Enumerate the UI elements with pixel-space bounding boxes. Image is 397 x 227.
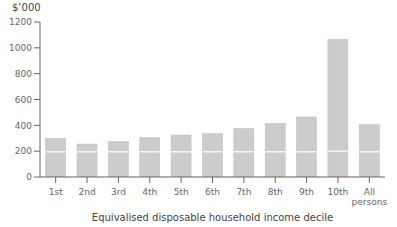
svg-text:2nd: 2nd — [78, 187, 95, 197]
html-text:$’000: $’000 — [12, 2, 41, 13]
svg-text:1200: 1200 — [9, 17, 32, 27]
svg-text:600: 600 — [15, 95, 32, 105]
svg-text:1000: 1000 — [9, 43, 32, 53]
svg-text:400: 400 — [15, 121, 32, 131]
svg-text:Allpersons: Allpersons — [352, 187, 388, 207]
svg-text:3rd: 3rd — [111, 187, 126, 197]
svg-text:5th: 5th — [174, 187, 189, 197]
svg-text:7th: 7th — [236, 187, 251, 197]
svg-text:200: 200 — [15, 146, 32, 156]
svg-text:9th: 9th — [299, 187, 314, 197]
svg-text:800: 800 — [15, 69, 32, 79]
svg-text:Equivalised disposable househo: Equivalised disposable household income … — [92, 212, 333, 223]
svg-text:8th: 8th — [268, 187, 283, 197]
svg-text:4th: 4th — [142, 187, 157, 197]
svg-text:1st: 1st — [49, 187, 63, 197]
svg-text:0: 0 — [26, 172, 32, 182]
svg-text:6th: 6th — [205, 187, 220, 197]
svg-text:10th: 10th — [328, 187, 349, 197]
